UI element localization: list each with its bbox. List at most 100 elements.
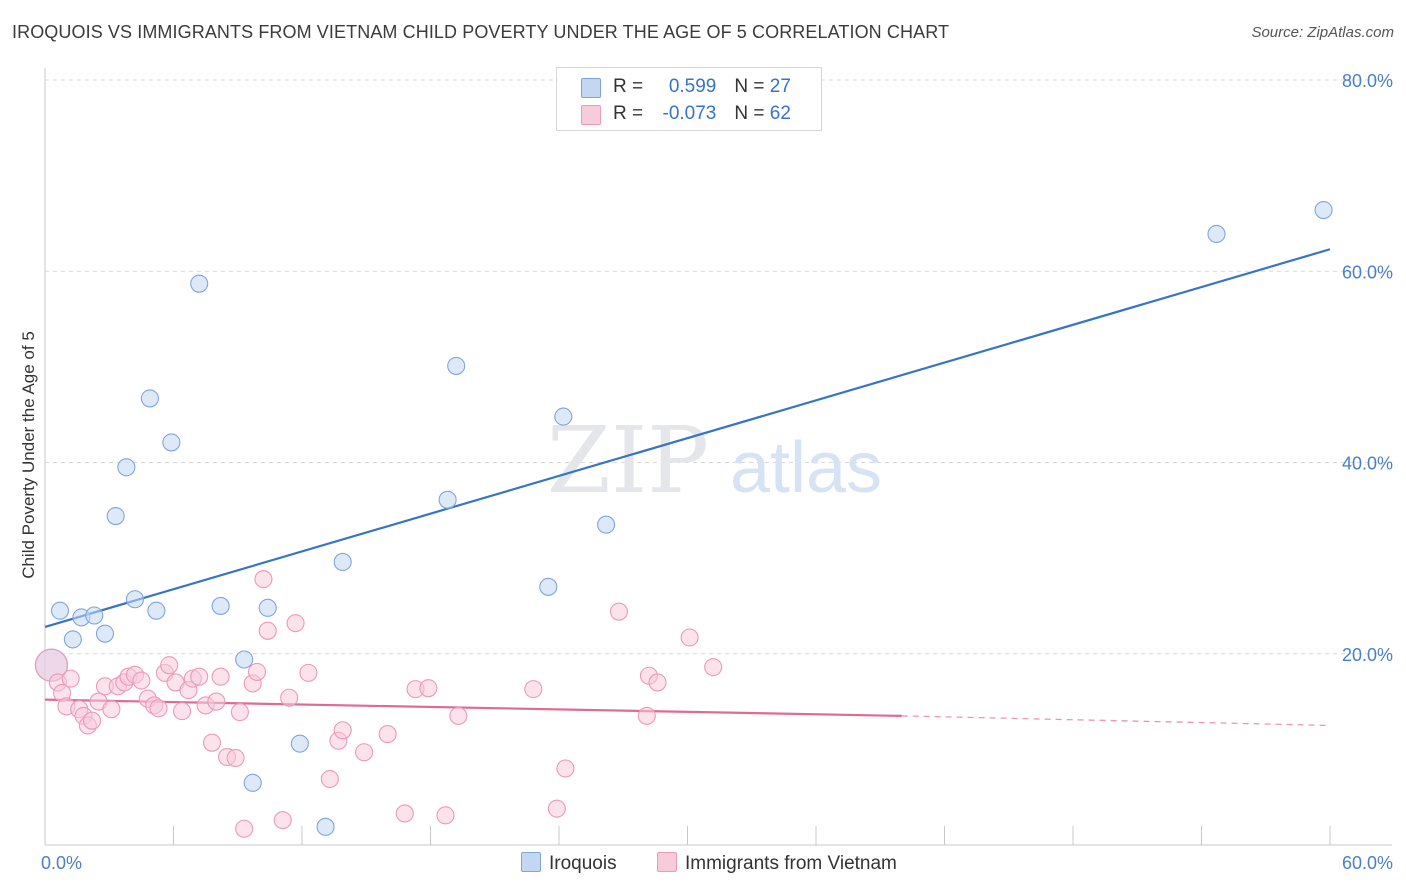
x-tick-label: 60.0%: [1342, 853, 1393, 873]
data-point: [704, 658, 723, 677]
data-point: [299, 663, 318, 682]
data-point: [190, 667, 209, 686]
legend-n-value: 62: [769, 103, 791, 124]
tick-labels: 20.0% 40.0% 60.0% 80.0% 0.0% 60.0%: [41, 71, 1393, 873]
data-point: [280, 688, 299, 707]
data-point: [125, 590, 144, 609]
data-point: [447, 356, 466, 375]
trend-line-1: [44, 698, 902, 718]
y-axis-title: Child Poverty Under the Age of 5: [19, 331, 38, 579]
data-point: [106, 506, 125, 526]
legend: R = 0.599 N = 27 R = -0.073 N = 62: [556, 67, 822, 131]
x-tick-label: 0.0%: [41, 853, 82, 873]
legend-swatch-pink: [581, 105, 601, 125]
data-point: [235, 819, 254, 838]
data-point: [95, 624, 115, 643]
data-point: [149, 699, 168, 718]
data-point: [160, 656, 179, 675]
data-point: [378, 725, 397, 744]
data-point: [63, 630, 82, 649]
data-point: [539, 577, 558, 596]
data-point: [226, 748, 245, 768]
legend-swatch-blue: [581, 78, 601, 98]
axes: [44, 68, 1392, 846]
data-point: [254, 570, 273, 589]
watermark-atlas: atlas: [730, 428, 882, 508]
legend-n-value: 27: [769, 76, 791, 97]
data-point: [637, 706, 656, 725]
data-point: [286, 614, 305, 633]
legend-r-label: R =: [613, 76, 649, 97]
data-point: [132, 671, 151, 690]
data-point: [395, 804, 414, 823]
legend-r-label: R =: [613, 103, 649, 124]
y-tick-label: 60.0%: [1342, 262, 1393, 282]
data-point: [173, 702, 192, 721]
data-point: [547, 799, 566, 818]
data-point: [85, 606, 104, 625]
data-point: [203, 733, 222, 752]
data-point: [190, 274, 209, 293]
data-point: [554, 407, 573, 426]
data-point: [211, 596, 230, 615]
data-point: [597, 515, 616, 534]
data-point: [419, 679, 438, 698]
bottom-legend-label: Iroquois: [549, 853, 617, 874]
data-point: [117, 458, 136, 477]
bottom-legend-swatch-blue: [521, 852, 541, 872]
data-point: [102, 700, 121, 719]
legend-r-value: 0.599: [668, 76, 717, 97]
data-point: [1207, 224, 1226, 244]
bottom-legend-vietnam: Immigrants from Vietnam: [657, 852, 897, 875]
data-point: [449, 706, 468, 725]
y-tick-label: 80.0%: [1342, 71, 1393, 91]
data-point: [61, 669, 80, 688]
trend-lines: [44, 248, 1331, 727]
data-point: [290, 734, 309, 753]
data-point: [147, 601, 166, 620]
data-point: [273, 811, 292, 830]
data-point: [316, 817, 335, 836]
chart-title: IROQUOIS VS IMMIGRANTS FROM VIETNAM CHIL…: [12, 22, 950, 42]
watermark: ZIP atlas: [547, 407, 882, 514]
bottom-legend-label: Immigrants from Vietnam: [685, 853, 897, 874]
data-point: [235, 650, 254, 669]
data-point: [83, 711, 102, 730]
data-point: [211, 667, 230, 686]
source-label: Source: ZipAtlas.com: [1251, 24, 1394, 41]
data-point: [556, 759, 575, 778]
legend-n-label: N =: [734, 103, 770, 124]
data-point: [333, 552, 352, 572]
data-point: [436, 806, 455, 825]
y-tick-label: 20.0%: [1342, 645, 1393, 665]
data-point: [355, 743, 374, 762]
data-point: [258, 621, 277, 640]
data-point: [524, 680, 543, 699]
data-point: [162, 433, 181, 452]
data-point: [50, 601, 70, 620]
bottom-legend-swatch-pink: [657, 852, 677, 872]
data-points: [34, 201, 1333, 838]
data-point: [230, 703, 249, 722]
y-tick-label: 40.0%: [1342, 454, 1393, 474]
data-point: [140, 389, 159, 408]
legend-n-label: N =: [734, 76, 770, 97]
data-point: [243, 773, 262, 792]
data-point: [680, 628, 699, 647]
data-point: [333, 721, 352, 740]
data-point: [438, 490, 457, 509]
data-point: [207, 692, 226, 711]
data-point: [609, 602, 629, 621]
grid-lines: [45, 79, 1392, 655]
bottom-legend-iroquois: Iroquois: [521, 852, 617, 875]
trend-line-0: [44, 248, 1331, 629]
data-point: [247, 662, 267, 681]
legend-r-value: -0.073: [662, 103, 717, 124]
data-point: [320, 769, 339, 789]
data-point: [648, 673, 667, 692]
trend-line-extension-1: [901, 715, 1331, 727]
data-point: [1314, 201, 1333, 220]
data-point: [258, 598, 277, 617]
watermark-zip: ZIP: [547, 407, 709, 514]
